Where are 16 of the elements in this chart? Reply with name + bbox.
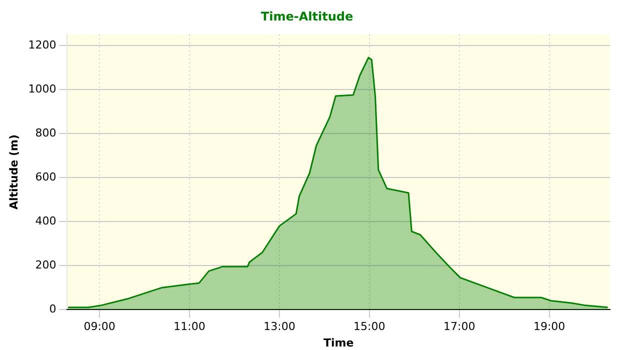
y-tick-label: 0: [49, 302, 56, 316]
x-tick-label: 19:00: [533, 320, 566, 334]
x-axis-title: Time: [323, 336, 354, 350]
y-tick-label: 600: [35, 170, 56, 184]
y-tick-label: 400: [35, 214, 56, 228]
chart-title: Time-Altitude: [260, 9, 354, 24]
x-tick-label: 11:00: [174, 320, 206, 334]
x-tick-label: 17:00: [443, 320, 476, 334]
x-tick-label: 09:00: [84, 320, 116, 334]
y-tick-label: 1000: [28, 82, 56, 96]
x-tick-label: 13:00: [264, 320, 296, 334]
y-tick-label: 1200: [28, 38, 56, 52]
y-axis-title: Altitude (m): [7, 134, 20, 210]
y-tick-label: 200: [35, 258, 56, 272]
y-tick-label: 800: [35, 126, 56, 140]
x-tick-label: 15:00: [354, 320, 386, 334]
